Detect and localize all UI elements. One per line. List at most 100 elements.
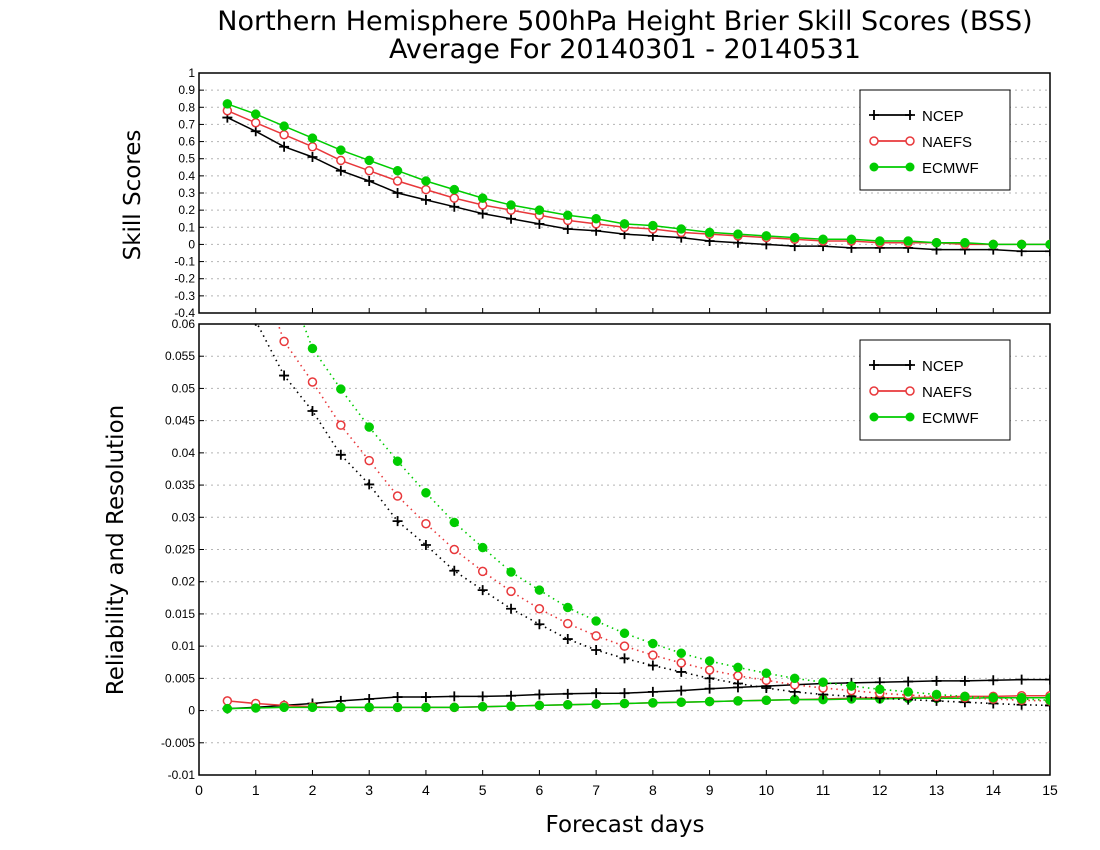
top-legend-naefs-label: NAEFS [922,134,972,151]
bottom-ecmwf-reliability-point [534,700,545,711]
bottom-ecmwf-resolution-point [280,268,289,277]
top-ecmwf-point [619,219,630,229]
bottom-naefs-resolution-point [421,518,431,529]
top-ytick-label: -0.4 [174,306,195,320]
bottom-naefs-resolution-point [364,455,374,466]
top-plot-frame [198,72,1051,314]
bottom-ecmwf-resolution-point [563,602,573,613]
bottom-ytick-label: -0.01 [168,768,196,782]
top-ytick-label: -0.1 [174,255,195,269]
bottom-ncep-reliability-point [959,675,970,686]
bottom-legend-naefs-label: NAEFS [922,384,972,401]
bottom-naefs-resolution-point [619,641,630,651]
bottom-ecmwf-resolution-point [251,191,260,200]
top-legend-ncep-label: NCEP [922,108,964,125]
top-ecmwf-point [250,109,261,119]
bottom-ncep-resolution-point [420,539,431,550]
top-ncep-point [279,141,290,152]
bottom-ecmwf-reliability-point [222,703,233,714]
xtick-label: 5 [479,782,487,798]
chart-title-line2: Average For 20140301 - 20140531 [389,34,861,65]
bottom-ecmwf-resolution-point [704,656,715,666]
bottom-ncep-reliability-point [704,683,715,694]
xtick-label: 11 [816,782,831,798]
bottom-ytick-label: 0.015 [165,607,195,621]
bottom-ncep-reliability-point [364,693,375,704]
top-naefs-point [250,117,261,128]
xtick-label: 3 [365,782,373,798]
bottom-ecmwf-resolution-point [534,585,545,595]
top-ncep-point [449,201,460,212]
bottom-naefs-resolution-point [676,658,686,668]
bottom-naefs-resolution-point [307,377,318,387]
bottom-ecmwf-resolution-point [619,628,630,639]
bottom-legend-box [859,339,1011,441]
top-ytick-label: 0.7 [178,117,195,131]
bottom-ytick-label: 0.06 [172,317,196,331]
bottom-ecmwf-reliability-point [733,696,743,706]
bottom-naefs-reliability-line [227,695,1050,709]
top-legend-ecmwf-label: ECMWF [922,160,979,177]
bottom-ecmwf-resolution-point [449,517,460,528]
bottom-ncep-resolution-point [506,603,517,614]
top-ecmwf-point [477,193,488,203]
bottom-ncep-reliability-point [562,688,573,699]
bottom-ecmwf-resolution-point [1045,695,1050,706]
top-ecmwf-point [506,200,516,210]
bottom-ytick-label: 0.02 [172,575,196,589]
top-ecmwf-point [903,236,913,246]
bottom-legend-ncep-marker [869,360,879,370]
bottom-naefs-resolution-point [563,618,573,629]
top-naefs-point [449,193,460,203]
bottom-naefs-resolution-point [733,671,743,681]
top-ecmwf-point [648,220,658,231]
bottom-ecmwf-reliability-point [307,702,318,713]
bottom-ytick-label: 0.04 [172,446,196,460]
top-ytick-label: 0.4 [178,169,195,183]
top-ecmwf-point [392,165,403,176]
top-ecmwf-point [789,232,800,243]
top-ecmwf-point [222,99,233,109]
bottom-ncep-resolution-point [619,653,630,664]
bottom-naefs-resolution-point [534,604,545,614]
bottom-naefs-resolution-point [704,665,715,675]
top-ncep-point [364,176,375,186]
bottom-ncep-resolution-point [591,645,602,656]
bottom-ecmwf-resolution-point [903,687,913,697]
bottom-ncep-reliability-point [420,692,431,703]
top-legend-ncep-marker [869,110,879,120]
bottom-ecmwf-resolution-point [648,638,658,649]
bottom-legend-ecmwf-label: ECMWF [922,410,979,427]
top-ytick-label: 0.5 [178,152,195,166]
bottom-ecmwf-resolution-point [477,542,488,553]
bottom-ecmwf-resolution-point [506,567,516,577]
bottom-ecmwf-reliability-point [279,702,289,713]
bottom-ytick-label: 0 [188,704,195,718]
bottom-ncep-reliability-point [449,691,460,702]
bottom-ecmwf-resolution-point [223,75,232,84]
bottom-legend-naefs-marker [869,386,879,396]
top-legend: NCEP NAEFS ECMWF [859,89,1011,191]
bottom-ncep-reliability-point [931,675,942,686]
bottom-ecmwf-reliability-point [336,702,346,713]
bottom-ecmwf-resolution-point [931,689,942,700]
top-ncep-point [1045,246,1050,257]
bottom-ncep-resolution-point [704,673,715,684]
bottom-ncep-resolution-point [1045,700,1050,711]
top-ecmwf-point [676,224,686,234]
bottom-ncep-resolution-line [256,324,1050,707]
top-ytick-label: -0.3 [174,289,195,303]
top-ytick-label: 0.3 [178,186,195,200]
xtick-label: 14 [985,782,1001,798]
top-ncep-point [250,126,261,137]
bottom-ncep-resolution-point [449,565,460,576]
top-naefs-line [227,110,1050,246]
top-legend-naefs-marker [869,136,879,146]
bottom-ncep-reliability-point [903,676,914,687]
top-ytick-label: 0.9 [178,83,195,97]
bottom-ncep-resolution-point [392,516,403,527]
bottom-ecmwf-reliability-point [648,698,658,708]
bottom-ncep-resolution-point [222,164,232,174]
bottom-ecmwf-resolution-point [761,668,772,678]
